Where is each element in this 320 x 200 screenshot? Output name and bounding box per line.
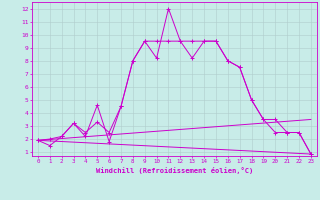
X-axis label: Windchill (Refroidissement éolien,°C): Windchill (Refroidissement éolien,°C) xyxy=(96,167,253,174)
